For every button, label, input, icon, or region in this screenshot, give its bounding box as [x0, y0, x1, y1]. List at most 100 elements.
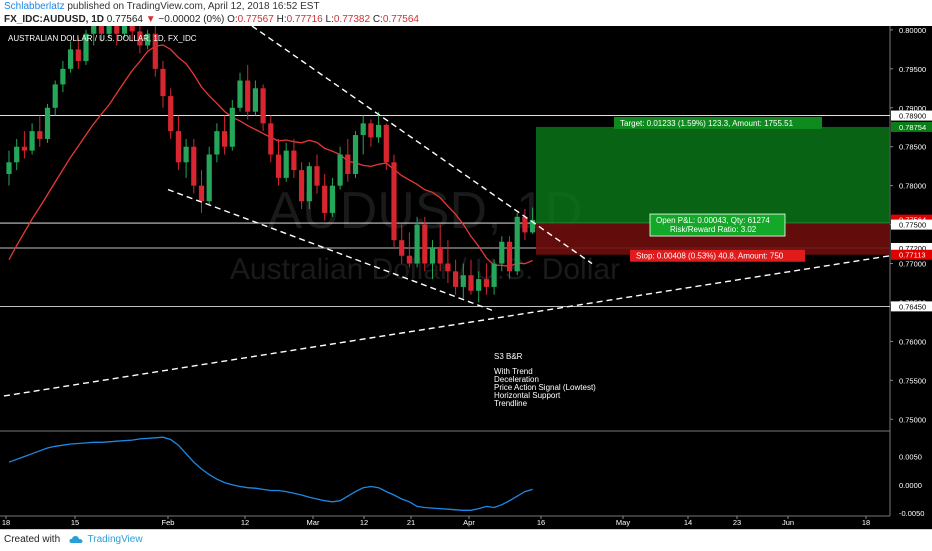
osc-tick-label: -0.0050 — [899, 509, 924, 518]
candle-body — [345, 154, 351, 174]
tradingview-brand[interactable]: TradingView — [87, 534, 143, 545]
level-price-label: 0.78900 — [899, 112, 926, 121]
symbol-label: FX_IDC:AUDUSD, 1D — [4, 14, 105, 25]
candle-body — [206, 154, 212, 202]
candle-body — [360, 123, 366, 136]
note-item: Deceleration — [494, 375, 539, 384]
x-tick-label: Feb — [162, 518, 175, 527]
candle-body — [322, 185, 328, 213]
level-price-label: 0.77200 — [899, 244, 926, 253]
candle-body — [183, 146, 189, 163]
candle-body — [268, 123, 274, 155]
candle-body — [306, 166, 312, 202]
candle-body — [399, 240, 405, 256]
trendlines[interactable] — [3, 26, 891, 397]
x-tick-label: Jun — [782, 518, 794, 527]
candle-body — [468, 275, 474, 291]
stop-label-box — [630, 249, 805, 262]
candle-body — [44, 107, 51, 139]
candle-body — [175, 131, 181, 163]
target-label-box — [614, 116, 822, 129]
candle-body — [283, 150, 289, 178]
x-tick-label: 14 — [684, 518, 692, 527]
note-item: With Trend — [494, 367, 533, 376]
low-label: L: — [325, 14, 334, 25]
close-value: 0.77564 — [382, 14, 419, 25]
candle-body — [91, 26, 97, 34]
target-label: Target: 0.01233 (1.59%) 123.3, Amount: 1… — [620, 119, 794, 128]
x-tick-label: 18 — [2, 518, 10, 527]
high-value: 0.77716 — [286, 14, 323, 25]
chart-header: Schlabberlatz published on TradingView.c… — [0, 0, 932, 26]
notes-title: S3 B&R — [494, 352, 523, 361]
y-tick-label: 0.79500 — [899, 65, 926, 74]
osc-tick-label: 0.0050 — [899, 453, 922, 462]
candle-body — [60, 68, 66, 85]
x-tick-label: 23 — [733, 518, 741, 527]
y-tick-label: 0.76000 — [899, 337, 926, 346]
candle-body — [168, 96, 174, 132]
y-tick-label: 0.75000 — [899, 415, 926, 424]
y-tick-label: 0.77000 — [899, 260, 926, 269]
price-axis[interactable]: 0.80000 0.79500 0.79000 0.78500 0.78000 0.775… — [890, 26, 932, 518]
author-link[interactable]: Schlabberlatz — [4, 1, 65, 12]
oscillator-line — [8, 436, 533, 511]
candle-body — [453, 271, 459, 287]
pnl-label-box — [649, 213, 786, 237]
pane-title: AUSTRALIAN DOLLAR / U.S. DOLLAR, 1D, FX_… — [8, 34, 197, 43]
x-tick-label: 18 — [862, 518, 870, 527]
price-change: −0.00002 (0%) — [158, 14, 225, 25]
candle-body — [137, 31, 143, 46]
candle-body — [483, 279, 489, 287]
candle-body — [406, 255, 412, 264]
grid-lines — [0, 26, 891, 517]
note-item: Trendline — [494, 399, 528, 408]
candle-body — [506, 241, 513, 272]
time-axis[interactable]: 18 15 Feb 12 Mar 12 21 Apr 16 May 14 23 Jun 18 — [2, 516, 870, 527]
candle-body — [83, 33, 89, 62]
candle-body — [229, 107, 235, 147]
candle-body — [237, 80, 243, 108]
price-tag-box — [891, 219, 932, 230]
target-zone — [536, 126, 890, 224]
candle-body — [29, 131, 35, 151]
candle-body — [522, 216, 528, 233]
y-tick-label: 0.78500 — [899, 143, 926, 152]
symbol-ohlc-line: FX_IDC:AUDUSD, 1D 0.77564 ▼ −0.00002 (0%… — [4, 14, 419, 25]
candle-body — [429, 247, 436, 264]
candle-body — [275, 154, 282, 178]
y-tick-label: 0.80000 — [899, 26, 926, 35]
candle-body — [514, 216, 520, 272]
candle-body — [121, 26, 128, 34]
y-tick-label: 0.79000 — [899, 104, 926, 113]
price-chart[interactable]: AUDUSD, 1D Australian Dollar / U.S. Doll… — [0, 26, 932, 529]
position-tool[interactable] — [536, 126, 890, 255]
pnl-label: Open P&L: 0.00043, Qty: 61274 — [656, 216, 770, 225]
candle-body — [75, 49, 81, 62]
candle-body — [314, 166, 320, 186]
candle-body — [337, 154, 343, 186]
upper-trendline — [251, 26, 593, 265]
candle-body — [460, 275, 466, 287]
candle-body — [299, 170, 305, 202]
note-item: Horizontal Support — [494, 391, 561, 400]
candle-body — [152, 33, 158, 69]
candle-body — [383, 124, 389, 163]
x-tick-label: 12 — [360, 518, 368, 527]
candle-body — [14, 146, 20, 163]
candle-body — [245, 80, 251, 112]
candle-body — [491, 263, 497, 287]
candlestick-series — [6, 26, 536, 303]
down-arrow-icon: ▼ — [145, 14, 156, 25]
candle-body — [376, 124, 382, 138]
publish-text: published on TradingView.com, April 12, … — [67, 1, 320, 12]
candle-body — [214, 131, 220, 155]
candle-body — [352, 135, 359, 174]
x-tick-label: 21 — [407, 518, 415, 527]
created-with: Created with TradingView — [4, 534, 143, 545]
x-tick-label: Apr — [463, 518, 475, 527]
created-with-text: Created with — [4, 534, 61, 545]
position-labels: Target: 0.01233 (1.59%) 123.3, Amount: 1… — [614, 116, 822, 262]
high-label: H: — [276, 14, 287, 25]
candle-body — [129, 26, 135, 32]
